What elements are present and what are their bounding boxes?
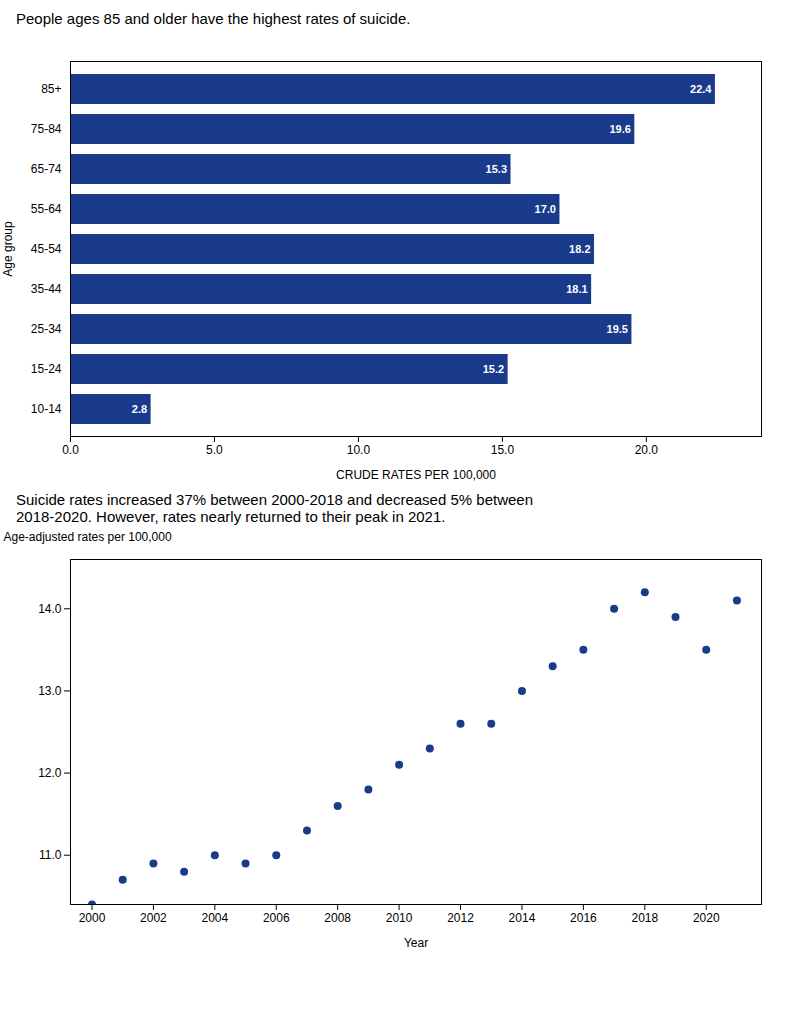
svg-text:65-74: 65-74 xyxy=(31,162,62,176)
svg-text:2018: 2018 xyxy=(631,911,658,925)
svg-text:75-84: 75-84 xyxy=(31,122,62,136)
svg-text:15.2: 15.2 xyxy=(483,363,504,375)
svg-text:Age-adjusted rates per 100,000: Age-adjusted rates per 100,000 xyxy=(4,530,172,544)
svg-text:13.0: 13.0 xyxy=(38,684,62,698)
svg-text:19.5: 19.5 xyxy=(607,323,628,335)
svg-text:5.0: 5.0 xyxy=(206,443,223,457)
svg-text:85+: 85+ xyxy=(41,82,61,96)
svg-text:Year: Year xyxy=(404,936,428,950)
svg-text:2004: 2004 xyxy=(201,911,228,925)
svg-text:18.1: 18.1 xyxy=(566,283,587,295)
svg-text:CRUDE RATES PER 100,000: CRUDE RATES PER 100,000 xyxy=(336,468,496,482)
html-text:Suicide rates increased 37% be: Suicide rates increased 37% between 2000… xyxy=(16,491,533,525)
svg-text:2000: 2000 xyxy=(79,911,106,925)
svg-text:0.0: 0.0 xyxy=(62,443,79,457)
svg-text:19.6: 19.6 xyxy=(609,123,630,135)
svg-text:12.0: 12.0 xyxy=(38,766,62,780)
svg-text:18.2: 18.2 xyxy=(569,243,590,255)
svg-text:10-14: 10-14 xyxy=(31,402,62,416)
svg-text:22.4: 22.4 xyxy=(690,83,712,95)
svg-text:2016: 2016 xyxy=(570,911,597,925)
svg-text:15.0: 15.0 xyxy=(491,443,515,457)
svg-text:45-54: 45-54 xyxy=(31,242,62,256)
svg-text:25-34: 25-34 xyxy=(31,322,62,336)
svg-text:2.8: 2.8 xyxy=(132,403,147,415)
svg-text:17.0: 17.0 xyxy=(535,203,556,215)
svg-text:11.0: 11.0 xyxy=(39,848,62,862)
svg-text:10.0: 10.0 xyxy=(347,443,371,457)
svg-text:14.0: 14.0 xyxy=(38,602,62,616)
svg-text:20.0: 20.0 xyxy=(635,443,659,457)
svg-text:2012: 2012 xyxy=(447,911,474,925)
svg-text:2020: 2020 xyxy=(693,911,720,925)
svg-text:2014: 2014 xyxy=(509,911,536,925)
svg-text:2002: 2002 xyxy=(140,911,167,925)
svg-text:55-64: 55-64 xyxy=(31,202,62,216)
svg-text:35-44: 35-44 xyxy=(31,282,62,296)
svg-text:2008: 2008 xyxy=(324,911,351,925)
svg-text:15.3: 15.3 xyxy=(486,163,507,175)
html-text:People ages 85 and older have: People ages 85 and older have the highes… xyxy=(16,10,411,27)
svg-text:Age group: Age group xyxy=(1,221,15,277)
svg-text:2006: 2006 xyxy=(263,911,290,925)
svg-text:15-24: 15-24 xyxy=(31,362,62,376)
svg-text:2010: 2010 xyxy=(386,911,413,925)
